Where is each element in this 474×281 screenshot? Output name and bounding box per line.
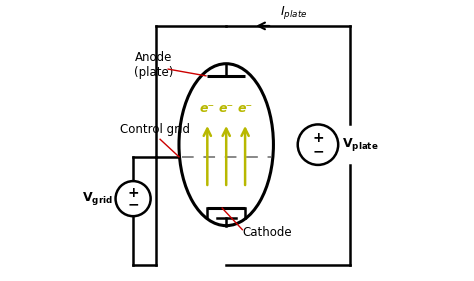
Text: Control grid: Control grid: [119, 123, 190, 136]
Text: −: −: [312, 144, 324, 158]
Text: e⁻: e⁻: [219, 102, 234, 115]
Text: Cathode: Cathode: [242, 226, 292, 239]
Text: Anode
(plate): Anode (plate): [135, 51, 174, 79]
Text: $\mathbf{V_{plate}}$: $\mathbf{V_{plate}}$: [342, 136, 379, 153]
Text: +: +: [128, 186, 139, 200]
Text: −: −: [128, 197, 139, 211]
Text: $\mathbf{V_{grid}}$: $\mathbf{V_{grid}}$: [82, 190, 113, 207]
Circle shape: [116, 181, 151, 216]
Text: e⁻: e⁻: [200, 102, 215, 115]
Text: +: +: [312, 131, 324, 145]
Text: $I_{plate}$: $I_{plate}$: [280, 4, 308, 21]
Text: e⁻: e⁻: [237, 102, 253, 115]
Circle shape: [298, 124, 338, 165]
